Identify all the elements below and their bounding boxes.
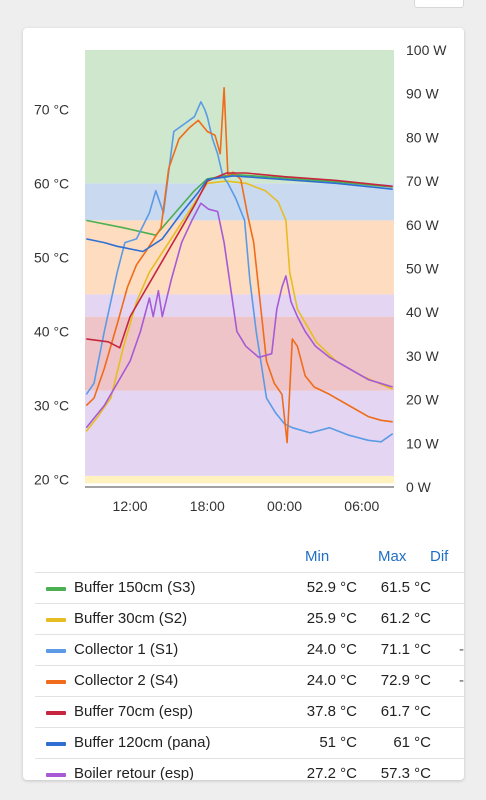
history-graph-card: 20 °C 30 °C 40 °C 50 °C 60 °C 70 °C 0 W 10 W 20 …: [23, 28, 464, 780]
legend-min-value: 24.0 °C: [306, 641, 357, 658]
legend-min-value: 25.9 °C: [306, 610, 357, 627]
legend-min-value: 24.0 °C: [306, 672, 357, 689]
legend-series-name: Boiler retour (esp): [74, 765, 195, 780]
right-axis-tick-7: 70 W: [406, 173, 439, 189]
legend-min-value: 51 °C: [319, 734, 357, 751]
series-line-2: [85, 101, 394, 443]
legend-max-value: 61.2 °C: [380, 610, 431, 627]
legend-dif-value: -: [459, 641, 464, 658]
x-axis-tick-3: 06:00: [344, 498, 379, 514]
legend-row[interactable]: Collector 2 (S4) 24.0 °C 72.9 °C -: [35, 666, 464, 697]
threshold-band-2: [85, 316, 394, 391]
legend-row[interactable]: Buffer 70cm (esp) 37.8 °C 61.7 °C: [35, 697, 464, 728]
series-line-5: [86, 175, 393, 253]
series-line-4: [86, 172, 393, 349]
legend-swatch: [46, 618, 66, 622]
temperature-power-chart[interactable]: 20 °C 30 °C 40 °C 50 °C 60 °C 70 °C 0 W 10 W 20 …: [23, 28, 464, 543]
legend-header-dif: Dif: [430, 548, 449, 565]
legend-series-name: Buffer 70cm (esp): [74, 703, 193, 720]
legend-swatch: [46, 587, 66, 591]
x-axis-tick-0: 12:00: [113, 498, 148, 514]
legend-header-max: Max: [378, 548, 407, 565]
legend-row[interactable]: Boiler retour (esp) 27.2 °C 57.3 °C: [35, 759, 464, 780]
legend-dif-value: -: [459, 672, 464, 689]
legend-series-name: Collector 2 (S4): [74, 672, 179, 689]
legend-min-value: 52.9 °C: [306, 579, 357, 596]
left-axis-tick-2: 40 °C: [34, 323, 69, 339]
left-axis-tick-1: 30 °C: [34, 398, 69, 414]
legend-series-name: Buffer 150cm (S3): [74, 579, 196, 596]
legend-max-value: 61.5 °C: [380, 579, 431, 596]
legend-max-value: 72.9 °C: [380, 672, 431, 689]
threshold-band-0: [85, 475, 394, 484]
left-axis-tick-3: 50 °C: [34, 249, 69, 265]
legend-swatch: [46, 773, 66, 777]
threshold-band-5: [85, 183, 394, 221]
legend-swatch: [46, 742, 66, 746]
right-axis-tick-1: 10 W: [406, 435, 439, 451]
legend-max-value: 61.7 °C: [380, 703, 431, 720]
threshold-band-4: [85, 220, 394, 295]
legend-min-value: 37.8 °C: [306, 703, 357, 720]
left-axis-tick-5: 70 °C: [34, 101, 69, 117]
right-axis-tick-10: 100 W: [406, 42, 447, 58]
legend-series-name: Buffer 120cm (pana): [74, 734, 211, 751]
legend-row[interactable]: Buffer 30cm (S2) 25.9 °C 61.2 °C: [35, 604, 464, 635]
series-line-1: [85, 180, 394, 432]
left-axis-tick-4: 60 °C: [34, 175, 69, 191]
legend-table: Buffer 150cm (S3) 52.9 °C 61.5 °C Buffer 30…: [35, 572, 464, 780]
right-axis-tick-5: 50 W: [406, 261, 439, 277]
threshold-band-1: [85, 390, 394, 476]
threshold-band-6: [85, 50, 394, 184]
legend-row[interactable]: Collector 1 (S1) 24.0 °C 71.1 °C -: [35, 635, 464, 666]
right-axis-tick-3: 30 W: [406, 348, 439, 364]
x-axis-tick-2: 00:00: [267, 498, 302, 514]
right-axis-tick-2: 20 W: [406, 392, 439, 408]
legend-row[interactable]: Buffer 150cm (S3) 52.9 °C 61.5 °C: [35, 572, 464, 604]
legend-min-value: 27.2 °C: [306, 765, 357, 780]
left-axis-tick-0: 20 °C: [34, 472, 69, 488]
legend-swatch: [46, 680, 66, 684]
legend-row[interactable]: Buffer 120cm (pana) 51 °C 61 °C: [35, 728, 464, 759]
legend-series-name: Collector 1 (S1): [74, 641, 179, 658]
right-axis-tick-8: 80 W: [406, 129, 439, 145]
legend-series-name: Buffer 30cm (S2): [74, 610, 188, 627]
x-axis-tick-1: 18:00: [190, 498, 225, 514]
right-axis-tick-4: 40 W: [406, 304, 439, 320]
legend-max-value: 71.1 °C: [380, 641, 431, 658]
right-axis-tick-0: 0 W: [406, 479, 432, 495]
legend-swatch: [46, 649, 66, 653]
right-axis-tick-6: 60 W: [406, 217, 439, 233]
previous-card-edge: [414, 0, 464, 8]
legend-max-value: 61 °C: [393, 734, 431, 751]
legend-header: Min Max Dif: [23, 548, 464, 568]
series-line-6: [85, 202, 393, 429]
legend-max-value: 57.3 °C: [380, 765, 431, 780]
legend-header-min: Min: [305, 548, 330, 565]
legend-swatch: [46, 711, 66, 715]
right-axis-tick-9: 90 W: [406, 86, 439, 102]
